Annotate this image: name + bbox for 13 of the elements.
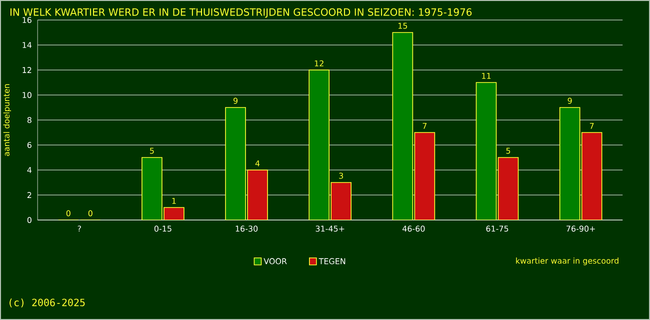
bar <box>498 157 519 220</box>
bar <box>559 107 580 220</box>
bar <box>330 182 352 220</box>
bar <box>392 32 414 220</box>
bar <box>247 170 268 220</box>
bar <box>581 132 602 220</box>
bar <box>414 132 436 220</box>
bar <box>225 107 246 220</box>
text: (c) 2006-2025 <box>10 298 85 308</box>
chart-title: IN WELK KWARTIER WERD ER IN DE THUISWEDSTRIJDEN GESCOORD IN SEIZOEN: 1975-1976 <box>10 8 472 18</box>
bar <box>142 157 162 220</box>
bar <box>476 82 497 220</box>
bar <box>308 70 330 220</box>
